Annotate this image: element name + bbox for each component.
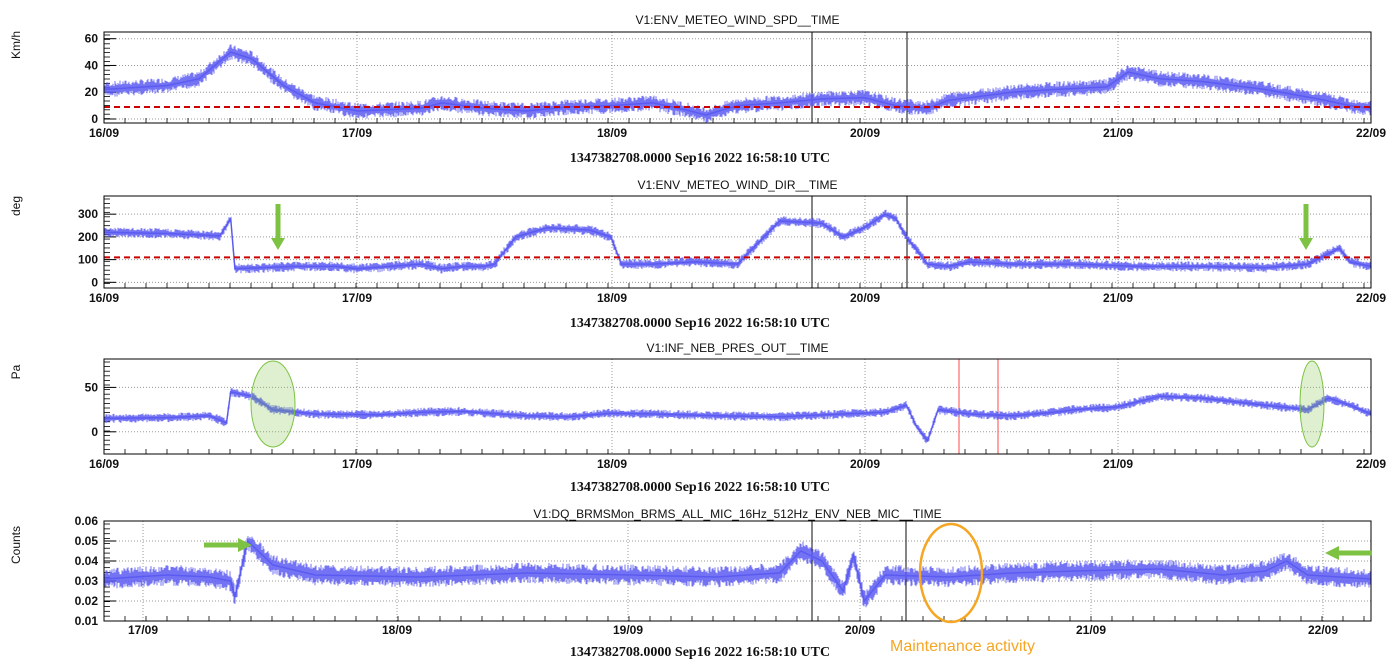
x-tick-label: 18/09 [597, 291, 627, 305]
x-tick-label: 22/09 [1356, 457, 1386, 471]
signal-band [103, 44, 1371, 123]
y-tick-label: 0.05 [75, 534, 99, 548]
x-tick-label: 21/09 [1103, 126, 1133, 140]
y-tick-label: 0.01 [75, 614, 99, 628]
panel-1: V1:ENV_METEO_WIND_SPD__TIME Km/h 16/09 17/0… [9, 13, 1386, 166]
x-tick-label: 20/09 [850, 457, 880, 471]
panel-3: V1:INF_NEB_PRES_OUT__TIME Pa 16/09 17/09 18/… [9, 341, 1386, 495]
signal-line [103, 391, 1372, 443]
x-tick-label: 20/09 [850, 126, 880, 140]
plot-frame [103, 195, 1372, 289]
panel-title: V1:ENV_METEO_WIND_DIR__TIME [637, 178, 837, 192]
panel-title: V1:ENV_METEO_WIND_SPD__TIME [635, 13, 839, 27]
y-tick-label: 100 [78, 253, 98, 267]
x-tick-label: 18/09 [597, 126, 627, 140]
plot-frame [103, 31, 1372, 124]
x-tick-label: 21/09 [1076, 623, 1106, 637]
signal-band [103, 536, 1371, 608]
y-tick-label: 20 [85, 85, 99, 99]
y-axis-label: Pa [9, 364, 23, 379]
x-tick-label: 18/09 [597, 457, 627, 471]
highlight-ellipse [1299, 360, 1325, 448]
x-tick-label: 16/09 [89, 291, 119, 305]
x-tick-label: 21/09 [1103, 457, 1133, 471]
x-tick-label: 17/09 [128, 623, 158, 637]
panel-title: V1:INF_NEB_PRES_OUT__TIME [646, 341, 828, 355]
plot-frame [103, 520, 1372, 622]
time-axis-title: 1347382708.0000 Sep16 2022 16:58:10 UTC [570, 480, 830, 495]
signal-line [103, 539, 1372, 603]
green-arrow-head [1299, 238, 1313, 250]
time-axis-title: 1347382708.0000 Sep16 2022 16:58:10 UTC [570, 151, 830, 166]
maintenance-annotation: Maintenance activity [890, 638, 1035, 655]
y-tick-label: 0 [91, 275, 98, 289]
green-arrow-head [271, 238, 285, 250]
y-tick-label: 0 [91, 112, 98, 126]
x-tick-label: 16/09 [89, 126, 119, 140]
x-tick-label: 22/09 [1356, 126, 1386, 140]
y-tick-label: 0 [91, 425, 98, 439]
green-arrow-head [238, 538, 252, 552]
y-axis-label: deg [9, 196, 23, 216]
plot-frame [103, 358, 1372, 455]
x-tick-label: 17/09 [342, 457, 372, 471]
x-tick-label: 21/09 [1103, 291, 1133, 305]
time-axis-title: 1347382708.0000 Sep16 2022 16:58:10 UTC [570, 645, 830, 660]
y-tick-label: 0.02 [75, 594, 99, 608]
time-axis-title: 1347382708.0000 Sep16 2022 16:58:10 UTC [570, 316, 830, 331]
x-tick-label: 22/09 [1308, 623, 1338, 637]
x-tick-label: 17/09 [342, 291, 372, 305]
y-tick-label: 50 [85, 380, 99, 394]
y-tick-label: 40 [85, 58, 99, 72]
x-tick-label: 20/09 [845, 623, 875, 637]
panel-4: V1:DQ_BRMSMon_BRMS_ALL_MIC_16Hz_512Hz_EN… [9, 507, 1372, 660]
x-tick-label: 19/09 [613, 623, 643, 637]
y-tick-label: 200 [78, 230, 98, 244]
signal-line [103, 213, 1372, 270]
y-axis-label: Counts [9, 526, 23, 564]
x-tick-label: 16/09 [89, 457, 119, 471]
y-tick-label: 0.03 [75, 574, 99, 588]
signal-line [103, 51, 1372, 116]
y-tick-label: 0.06 [75, 514, 99, 528]
highlight-ellipse [250, 360, 296, 448]
y-axis-label: Km/h [9, 31, 23, 59]
y-tick-label: 0.04 [75, 554, 99, 568]
x-tick-label: 18/09 [382, 623, 412, 637]
x-tick-label: 22/09 [1356, 291, 1386, 305]
x-tick-label: 20/09 [850, 291, 880, 305]
y-tick-label: 60 [85, 32, 99, 46]
green-arrow-head [1325, 546, 1339, 560]
x-tick-label: 17/09 [342, 126, 372, 140]
maintenance-ellipse [918, 522, 984, 624]
panel-title: V1:DQ_BRMSMon_BRMS_ALL_MIC_16Hz_512Hz_EN… [533, 507, 941, 521]
y-tick-label: 300 [78, 207, 98, 221]
